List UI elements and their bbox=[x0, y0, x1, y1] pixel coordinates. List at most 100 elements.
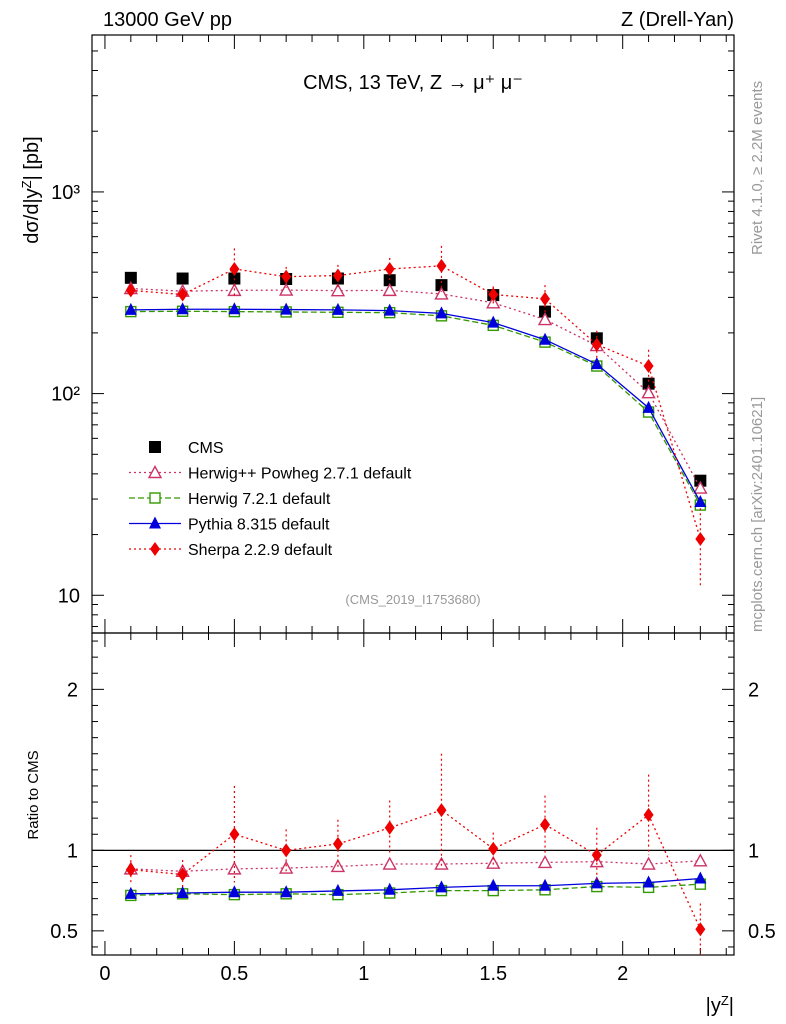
marker-diamond bbox=[281, 843, 292, 858]
marker-open-triangle bbox=[537, 854, 553, 869]
marker-diamond bbox=[384, 261, 395, 276]
marker-filled-triangle bbox=[383, 882, 396, 895]
marker-square bbox=[383, 274, 396, 287]
main-series-group bbox=[123, 245, 708, 587]
marker-open-triangle bbox=[641, 385, 656, 399]
series-line bbox=[130, 265, 701, 540]
marker-filled-triangle bbox=[435, 880, 448, 893]
ratio-tick-label-right: 2 bbox=[748, 679, 759, 701]
y-tick-label: 10² bbox=[51, 384, 80, 406]
ratio-series-line bbox=[130, 809, 701, 930]
legend: CMS Herwig++ Powheg 2.7.1 default Herwig 7… bbox=[129, 440, 412, 559]
x-tick-label: 0.5 bbox=[220, 963, 248, 985]
marker-diamond bbox=[150, 542, 160, 556]
marker-open-triangle bbox=[147, 465, 163, 479]
header-left-label: 13000 GeV pp bbox=[103, 9, 232, 31]
marker-diamond bbox=[436, 258, 447, 273]
marker-diamond bbox=[125, 862, 136, 877]
y-tick-label: 10³ bbox=[51, 182, 80, 204]
marker-open-square bbox=[149, 492, 161, 504]
marker-diamond bbox=[540, 291, 551, 306]
marker-filled-triangle bbox=[124, 886, 137, 899]
marker-diamond bbox=[229, 827, 240, 842]
legend-label: CMS bbox=[188, 440, 224, 457]
x-axis-ticks: 0 0.5 1 1.5 2 bbox=[99, 35, 727, 985]
ratio-tick-label-left: 1 bbox=[67, 840, 78, 862]
marker-open-triangle bbox=[693, 480, 708, 494]
analysis-id-label: (CMS_2019_I1753680) bbox=[345, 592, 480, 607]
marker-open-triangle bbox=[693, 853, 708, 867]
marker-open-triangle bbox=[537, 312, 553, 326]
marker-filled-triangle bbox=[383, 303, 396, 316]
marker-open-triangle bbox=[434, 856, 449, 870]
marker-filled-triangle bbox=[642, 875, 655, 888]
marker-square bbox=[642, 377, 655, 390]
marker-filled-triangle bbox=[642, 400, 655, 413]
marker-filled-triangle bbox=[176, 302, 189, 315]
x-tick-label: 0 bbox=[99, 963, 110, 985]
x-tick-label: 2 bbox=[617, 963, 628, 985]
series-line bbox=[130, 287, 701, 489]
marker-open-triangle bbox=[278, 860, 294, 874]
x-tick-label: 1.5 bbox=[479, 963, 507, 985]
legend-label: Sherpa 2.2.9 default bbox=[188, 542, 333, 559]
series-line bbox=[130, 308, 701, 503]
marker-diamond bbox=[436, 803, 447, 818]
header-right-label: Z (Drell-Yan) bbox=[621, 9, 734, 31]
marker-square bbox=[176, 272, 189, 285]
marker-diamond bbox=[332, 836, 343, 851]
marker-diamond bbox=[695, 922, 706, 937]
legend-label: Herwig++ Powheg 2.7.1 default bbox=[188, 466, 412, 483]
ratio-tick-label-right: 0.5 bbox=[748, 921, 776, 943]
marker-diamond bbox=[591, 337, 602, 352]
marker-filled-triangle bbox=[539, 878, 552, 891]
marker-open-triangle bbox=[382, 282, 397, 297]
y-axis-label: dσ/d|yZ| [pb] bbox=[19, 136, 44, 243]
marker-filled-triangle bbox=[280, 885, 293, 898]
main-axis-ticks: 10 10² 10³ bbox=[51, 34, 734, 628]
marker-filled-triangle bbox=[487, 315, 500, 328]
ratio-tick-label-right: 1 bbox=[748, 840, 759, 862]
marker-filled-triangle bbox=[228, 302, 241, 315]
mcplots-label: mcplots.cern.ch [arXiv:2401.10621] bbox=[749, 397, 766, 632]
marker-filled-triangle bbox=[590, 876, 603, 889]
ratio-series-line bbox=[130, 877, 701, 895]
series-line bbox=[130, 310, 701, 506]
marker-diamond bbox=[125, 283, 136, 298]
marker-filled-triangle bbox=[331, 883, 344, 896]
marker-diamond bbox=[488, 287, 499, 302]
marker-diamond bbox=[281, 269, 292, 284]
x-tick-label: 1 bbox=[358, 963, 369, 985]
marker-filled-triangle bbox=[331, 302, 344, 315]
ratio-series-line bbox=[130, 883, 701, 897]
ratio-axis-ticks: 0.5 0.5 1 1 2 2 bbox=[50, 640, 776, 948]
ratio-plot-frame bbox=[91, 632, 735, 956]
marker-filled-triangle bbox=[539, 332, 552, 345]
marker-open-triangle bbox=[278, 282, 294, 296]
plot-title: CMS, 13 TeV, Z → μ⁺ μ⁻ bbox=[303, 72, 523, 94]
marker-diamond bbox=[384, 820, 395, 835]
marker-diamond bbox=[591, 848, 602, 863]
marker-filled-triangle bbox=[590, 357, 603, 370]
x-axis-label: |yZ| bbox=[706, 993, 734, 1018]
marker-open-triangle bbox=[641, 856, 656, 870]
ratio-y-axis-label: Ratio to CMS bbox=[25, 750, 42, 839]
marker-square bbox=[149, 441, 161, 453]
ratio-series-line bbox=[130, 860, 701, 872]
marker-open-triangle bbox=[434, 286, 449, 300]
ratio-series-group bbox=[123, 753, 708, 955]
rivet-label: Rivet 4.1.0, ≥ 2.2M events bbox=[749, 81, 766, 255]
marker-filled-triangle bbox=[149, 516, 161, 529]
marker-diamond bbox=[488, 841, 499, 856]
marker-diamond bbox=[643, 359, 654, 374]
legend-label: Pythia 8.315 default bbox=[188, 517, 330, 534]
marker-filled-triangle bbox=[694, 495, 707, 508]
marker-filled-triangle bbox=[228, 885, 241, 898]
marker-diamond bbox=[332, 268, 343, 283]
marker-diamond bbox=[540, 817, 551, 832]
ratio-tick-label-left: 0.5 bbox=[50, 921, 78, 943]
marker-diamond bbox=[177, 287, 188, 302]
marker-filled-triangle bbox=[435, 306, 448, 319]
marker-filled-triangle bbox=[487, 878, 500, 891]
